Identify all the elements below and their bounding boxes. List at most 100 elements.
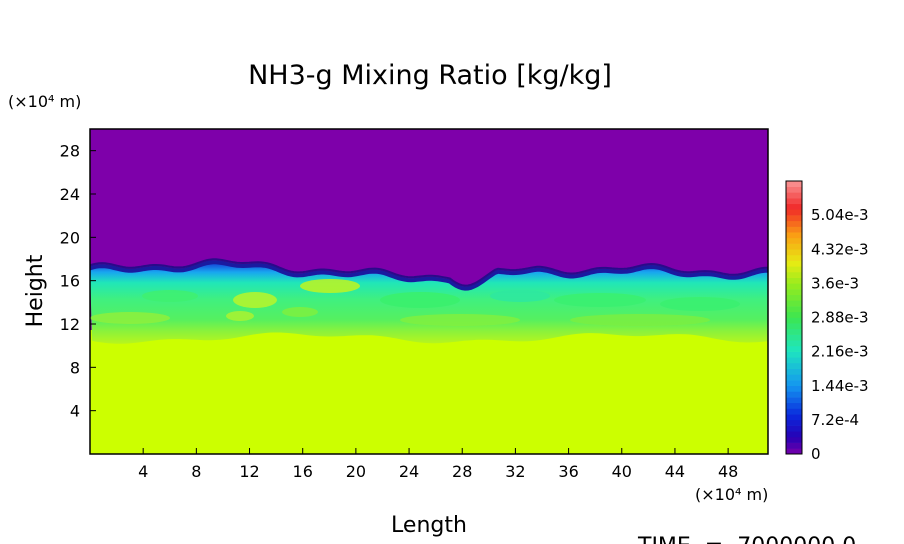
colorbar-bin-14 [786,368,802,375]
colorbar-bin-31 [786,272,802,278]
colorbar-bin-36 [786,243,802,250]
x-tick-label-11: 48 [718,462,738,481]
colorbar-bin-37 [786,237,802,244]
colorbar-bin-25 [786,306,802,313]
concentration-patch-9 [90,312,170,324]
colorbar-bin-23 [786,317,802,324]
y-axis: 4 8 12 16 20 24 28 [60,142,96,421]
colorbar-bin-27 [786,294,802,301]
colorbar-tick-label-3: 2.16e-3 [811,343,869,361]
mixing-band-top-edge-dark [90,258,768,287]
colorbar-bin-11 [786,385,802,392]
y-tick-label-6: 28 [60,142,80,161]
colorbar-bin-32 [786,266,802,273]
colorbar-bin-33 [786,260,802,267]
colorbar: 0 7.2e-4 1.44e-3 2.16e-3 2.88e-3 3.6e-3 4.32e-… [785,180,869,463]
colorbar-bin-46 [786,186,802,193]
x-tick-label-1: 8 [191,462,201,481]
colorbar-bin-26 [786,300,802,307]
time-stamp: TIME = 7000000.0 [637,534,856,544]
x-tick-label-9: 40 [612,462,632,481]
colorbar-bin-17 [786,351,802,358]
colorbar-bin-45 [786,192,802,199]
colorbar-bin-35 [786,249,802,256]
x-tick-label-3: 16 [293,462,313,481]
colorbar-tick-label-0: 0 [811,445,821,463]
colorbar-bin-44 [786,198,802,205]
colorbar-bin-28 [786,289,802,296]
colorbar-bin-16 [786,357,802,364]
x-axis: 4 8 12 16 20 24 28 32 36 40 44 48 [138,448,738,481]
concentration-patch-11 [570,314,710,326]
colorbar-bin-42 [786,209,802,216]
x-axis-label: Length [391,513,467,538]
colorbar-bin-18 [786,345,802,352]
colorbar-tick-label-5: 3.6e-3 [811,274,859,292]
concentration-patch-3 [300,279,360,293]
colorbar-bin-24 [786,311,802,318]
colorbar-bin-43 [786,203,802,210]
colorbar-bin-9 [786,397,802,404]
colorbar-bin-5 [786,419,802,426]
plot-frame [89,128,769,455]
y-tick-label-5: 24 [60,185,80,204]
colorbar-bin-21 [786,328,802,335]
lower-atmosphere-region [90,330,768,454]
x-tick-label-10: 44 [665,462,685,481]
colorbar-tick-label-6: 4.32e-3 [811,240,869,258]
x-tick-label-5: 24 [399,462,419,481]
colorbar-bin-34 [786,254,802,261]
x-unit-label: (×10⁴ m) [695,485,768,504]
concentration-patch-1 [233,292,277,308]
chart-title: NH3-g Mixing Ratio [kg/kg] [248,60,612,91]
colorbar-bin-2 [786,436,802,443]
x-tick-label-4: 20 [346,462,366,481]
concentration-patch-5 [380,292,460,308]
y-tick-label-2: 12 [60,315,80,334]
concentration-patch-0 [142,290,198,302]
x-tick-label-0: 4 [138,462,148,481]
mixing-band-top-edge [90,260,768,291]
x-tick-label-6: 28 [452,462,472,481]
x-tick-label-2: 12 [239,462,259,481]
colorbar-bin-20 [786,334,802,341]
x-tick-label-8: 36 [558,462,578,481]
colorbar-tick-label-1: 7.2e-4 [811,411,859,429]
colorbar-frame [785,180,803,455]
colorbar-bin-10 [786,391,802,398]
colorbar-bin-3 [786,431,802,438]
colorbar-bin-12 [786,380,802,387]
y-axis-label: Height [23,254,48,327]
colorbar-bin-22 [786,323,802,330]
colorbar-bin-15 [786,363,802,369]
concentration-patch-6 [490,290,550,302]
y-tick-label-0: 4 [70,402,80,421]
colorbar-bin-7 [786,408,802,415]
y-tick-label-4: 20 [60,228,80,247]
colorbar-bin-41 [786,215,802,222]
concentration-patch-7 [554,293,646,307]
colorbar-bin-40 [786,220,802,227]
y-tick-label-1: 8 [70,358,80,377]
colorbar-bin-30 [786,277,802,284]
colorbar-tick-label-7: 5.04e-3 [811,206,869,224]
colorbar-bin-13 [786,374,802,381]
concentration-patch-2 [226,311,254,321]
concentration-patch-8 [660,297,740,311]
colorbar-bin-47 [786,181,802,187]
colorbar-bin-6 [786,414,802,421]
colorbar-tick-label-2: 1.44e-3 [811,377,869,395]
colorbar-tick-label-4: 2.88e-3 [811,309,869,327]
colorbar-bin-8 [786,402,802,409]
x-tick-label-7: 32 [505,462,525,481]
colorbar-bin-29 [786,283,802,290]
concentration-patch-4 [282,307,318,317]
y-unit-label: (×10⁴ m) [8,92,81,111]
colorbar-bin-19 [786,340,802,347]
colorbar-bin-0 [786,448,802,455]
y-tick-label-3: 16 [60,272,80,291]
colorbar-bin-1 [786,442,802,449]
colorbar-bin-39 [786,226,802,233]
colorbar-bin-4 [786,425,802,432]
